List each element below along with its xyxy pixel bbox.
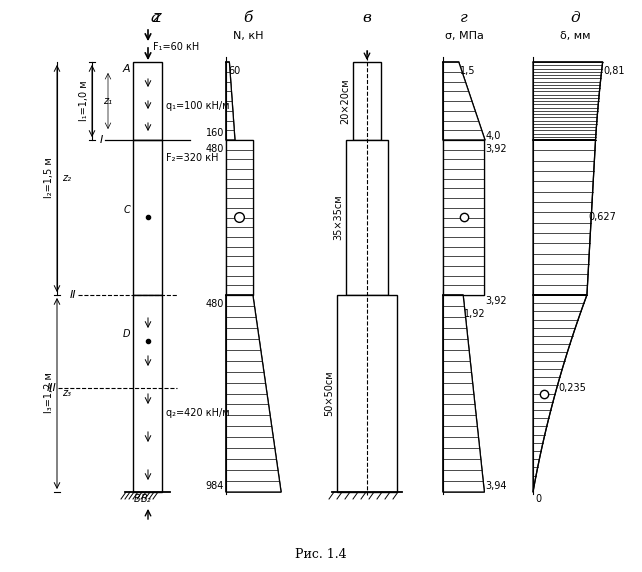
Text: C: C [123,205,130,215]
Text: 1,5: 1,5 [460,66,475,76]
Text: Z: Z [152,12,160,25]
Bar [353,62,381,140]
Polygon shape [226,295,281,492]
Text: A: A [123,64,130,74]
Text: 4,0: 4,0 [486,131,501,141]
Text: 160: 160 [205,128,224,138]
Text: B: B [134,494,141,504]
Text: а: а [150,11,160,25]
Text: 0: 0 [535,494,541,504]
Polygon shape [533,295,587,492]
Polygon shape [443,62,485,140]
Text: N, кН: N, кН [233,31,263,41]
Polygon shape [226,140,253,295]
Text: F₂=320 кН: F₂=320 кН [166,153,218,163]
Text: 50×50см: 50×50см [324,370,334,416]
Polygon shape [443,295,484,492]
Bar [346,140,388,295]
Text: 3,92: 3,92 [485,144,507,154]
Text: l₁=1,0 м: l₁=1,0 м [79,81,89,121]
Text: 0,81: 0,81 [603,66,625,76]
Text: д: д [570,11,580,25]
Bar [133,140,162,295]
Text: q₁=100 кН/м: q₁=100 кН/м [166,101,229,111]
Polygon shape [443,140,484,295]
Polygon shape [443,140,484,295]
Text: 0,235: 0,235 [559,383,587,393]
Text: 480: 480 [205,144,224,154]
Polygon shape [226,62,235,140]
Text: l₃=1,2 м: l₃=1,2 м [44,372,54,414]
Text: q₂=420 кН/м: q₂=420 кН/м [166,408,230,418]
Polygon shape [226,62,235,140]
Bar [133,295,162,492]
Polygon shape [226,62,235,140]
Text: δ, мм: δ, мм [560,31,590,41]
Text: F₁=60 кН: F₁=60 кН [153,42,199,52]
Text: II: II [69,290,76,300]
Polygon shape [443,62,485,140]
Text: 480: 480 [205,299,224,309]
Bar [133,62,162,140]
Text: 1,92: 1,92 [464,309,486,319]
Text: D: D [123,329,130,339]
Text: σ, МПа: σ, МПа [444,31,483,41]
Text: z₂: z₂ [62,173,71,183]
Polygon shape [226,295,281,492]
Polygon shape [226,295,281,492]
Polygon shape [443,62,485,140]
Text: l₂=1,5 м: l₂=1,5 м [44,158,54,198]
Text: г: г [460,11,468,25]
Polygon shape [226,140,253,295]
Polygon shape [443,295,484,492]
Text: z₁: z₁ [103,96,112,106]
Polygon shape [533,140,596,295]
Text: 0,627: 0,627 [588,212,616,222]
Text: 60: 60 [229,66,241,76]
Polygon shape [533,62,603,140]
Polygon shape [226,140,253,295]
Text: III: III [46,383,56,393]
Text: 984: 984 [205,481,224,491]
Bar [337,295,397,492]
Text: Рис. 1.4: Рис. 1.4 [295,549,347,562]
Polygon shape [443,295,484,492]
Text: I: I [100,135,103,145]
Text: 35×35см: 35×35см [333,194,343,240]
Polygon shape [443,140,484,295]
Text: B₂: B₂ [141,494,152,504]
Text: 3,94: 3,94 [485,481,507,491]
Text: 20×20см: 20×20см [340,78,350,124]
Text: z₃: z₃ [62,388,71,398]
Text: 3,92: 3,92 [485,296,507,306]
Text: в: в [363,11,372,25]
Text: б: б [243,11,252,25]
